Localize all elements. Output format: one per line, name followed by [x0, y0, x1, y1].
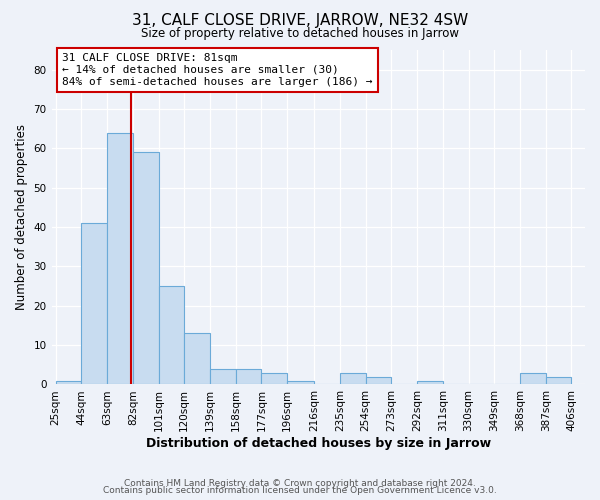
Bar	[340, 372, 365, 384]
Bar	[158, 286, 184, 384]
Bar	[365, 376, 391, 384]
Y-axis label: Number of detached properties: Number of detached properties	[15, 124, 28, 310]
Text: Contains public sector information licensed under the Open Government Licence v3: Contains public sector information licen…	[103, 486, 497, 495]
Bar	[546, 376, 571, 384]
Bar	[133, 152, 158, 384]
Bar	[82, 223, 107, 384]
Bar	[107, 132, 133, 384]
Bar	[236, 368, 262, 384]
Bar	[210, 368, 236, 384]
Text: Size of property relative to detached houses in Jarrow: Size of property relative to detached ho…	[141, 28, 459, 40]
Text: Contains HM Land Registry data © Crown copyright and database right 2024.: Contains HM Land Registry data © Crown c…	[124, 478, 476, 488]
Bar	[56, 380, 82, 384]
Text: 31, CALF CLOSE DRIVE, JARROW, NE32 4SW: 31, CALF CLOSE DRIVE, JARROW, NE32 4SW	[132, 12, 468, 28]
Bar	[417, 380, 443, 384]
Text: 31 CALF CLOSE DRIVE: 81sqm
← 14% of detached houses are smaller (30)
84% of semi: 31 CALF CLOSE DRIVE: 81sqm ← 14% of deta…	[62, 54, 373, 86]
Bar	[184, 334, 210, 384]
Bar	[287, 380, 314, 384]
Bar	[262, 372, 287, 384]
X-axis label: Distribution of detached houses by size in Jarrow: Distribution of detached houses by size …	[146, 437, 491, 450]
Bar	[520, 372, 546, 384]
